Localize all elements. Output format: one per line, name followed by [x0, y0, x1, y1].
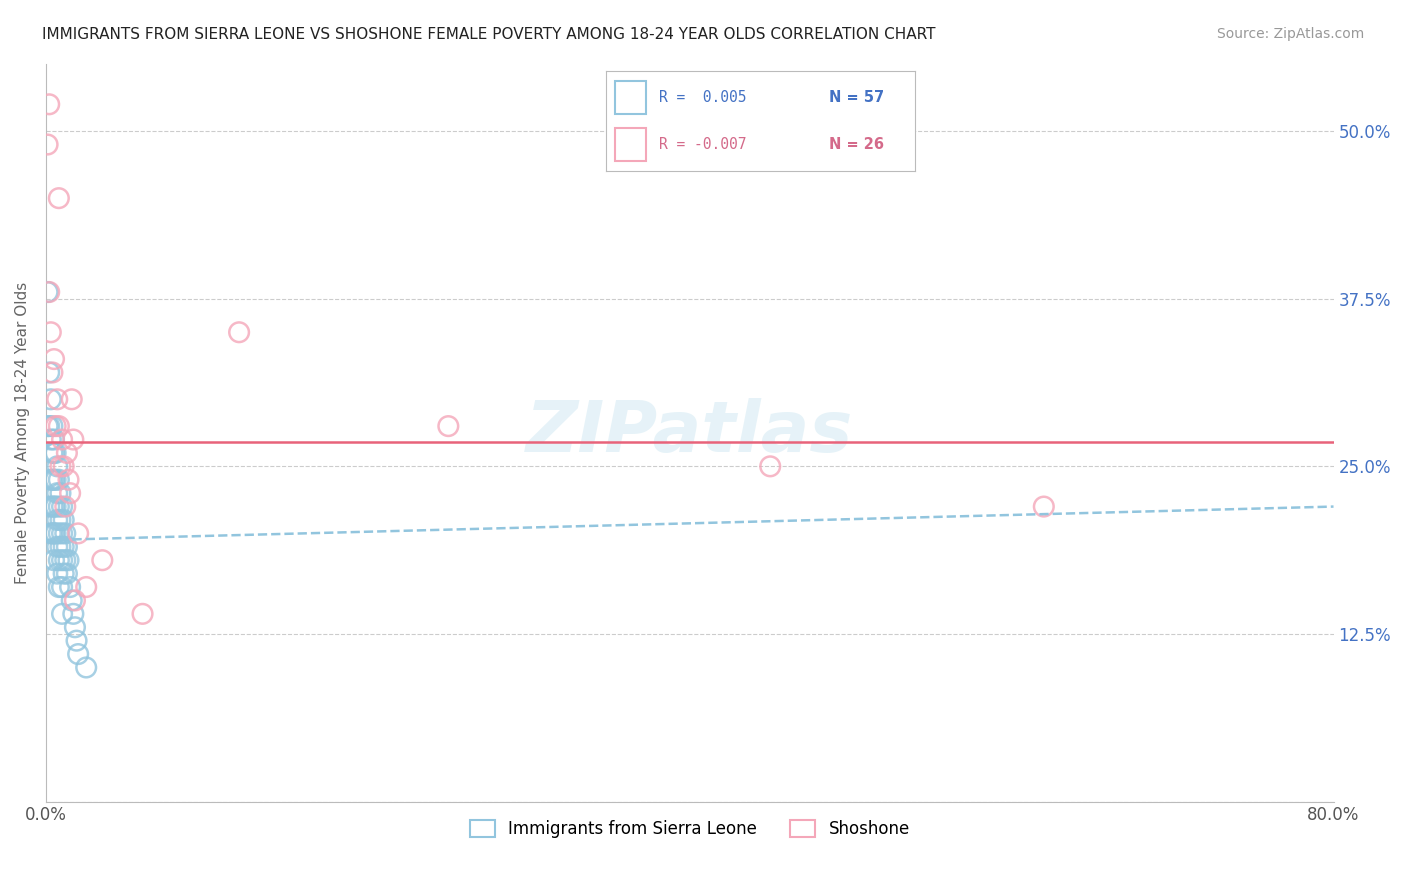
Point [37, 137, 59, 152]
Point [39, 526, 62, 541]
Point [38, 97, 60, 112]
Point [38, 366, 60, 380]
Point [45, 500, 67, 514]
Point [45, 419, 67, 434]
Point [45, 526, 67, 541]
Point [39, 433, 62, 447]
Point [51, 433, 73, 447]
Point [56, 446, 79, 460]
Point [51, 526, 73, 541]
Point [75, 660, 97, 674]
Point [75, 580, 97, 594]
Text: IMMIGRANTS FROM SIERRA LEONE VS SHOSHONE FEMALE POVERTY AMONG 18-24 YEAR OLDS CO: IMMIGRANTS FROM SIERRA LEONE VS SHOSHONE… [42, 27, 935, 42]
Point [41, 526, 63, 541]
Point [38, 500, 60, 514]
Point [45, 446, 67, 460]
Point [51, 500, 73, 514]
Point [48, 526, 70, 541]
Point [56, 540, 79, 554]
Point [41, 366, 63, 380]
Point [41, 419, 63, 434]
Point [58, 473, 80, 487]
Point [51, 553, 73, 567]
Point [131, 607, 153, 621]
Point [52, 513, 75, 527]
Point [42, 433, 65, 447]
Point [39, 392, 62, 407]
Point [41, 473, 63, 487]
Y-axis label: Female Poverty Among 18-24 Year Olds: Female Poverty Among 18-24 Year Olds [15, 282, 30, 584]
Point [46, 459, 69, 474]
Legend: Immigrants from Sierra Leone, Shoshone: Immigrants from Sierra Leone, Shoshone [463, 814, 917, 845]
Point [46, 540, 69, 554]
Text: Source: ZipAtlas.com: Source: ZipAtlas.com [1216, 27, 1364, 41]
Point [46, 486, 69, 500]
Point [41, 500, 63, 514]
Point [45, 473, 67, 487]
Point [48, 473, 70, 487]
Point [1032, 500, 1054, 514]
Point [53, 553, 76, 567]
Point [48, 419, 70, 434]
Point [37, 285, 59, 299]
Point [48, 500, 70, 514]
Point [37, 419, 59, 434]
Point [59, 580, 82, 594]
Point [52, 566, 75, 581]
Point [62, 433, 84, 447]
Point [56, 566, 79, 581]
Point [38, 285, 60, 299]
Point [41, 446, 63, 460]
Point [62, 607, 84, 621]
Point [49, 540, 72, 554]
Point [60, 593, 83, 607]
Point [67, 526, 90, 541]
Point [63, 620, 86, 634]
Point [46, 513, 69, 527]
Point [42, 352, 65, 367]
Point [759, 459, 782, 474]
Point [38, 419, 60, 434]
Point [42, 446, 65, 460]
Point [53, 500, 76, 514]
Point [67, 647, 90, 661]
Point [51, 607, 73, 621]
Point [60, 392, 83, 407]
Point [52, 540, 75, 554]
Point [48, 553, 70, 567]
Point [65, 633, 87, 648]
Point [49, 513, 72, 527]
Point [437, 419, 460, 434]
Point [91, 553, 114, 567]
Point [48, 580, 70, 594]
Point [228, 325, 250, 339]
Point [51, 580, 73, 594]
Point [39, 473, 62, 487]
Point [42, 473, 65, 487]
Point [39, 325, 62, 339]
Point [42, 526, 65, 541]
Point [53, 526, 76, 541]
Text: ZIPatlas: ZIPatlas [526, 399, 853, 467]
Point [49, 459, 72, 474]
Point [58, 553, 80, 567]
Point [52, 459, 75, 474]
Point [46, 392, 69, 407]
Point [42, 553, 65, 567]
Point [48, 191, 70, 205]
Point [46, 566, 69, 581]
Point [42, 500, 65, 514]
Point [49, 486, 72, 500]
Point [63, 593, 86, 607]
Point [59, 486, 82, 500]
